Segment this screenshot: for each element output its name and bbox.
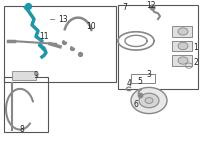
Text: 8: 8 [20,125,25,134]
Bar [118,5,198,89]
Circle shape [178,42,188,50]
Text: 7: 7 [122,3,127,12]
Circle shape [131,87,167,114]
Bar [172,41,192,51]
Text: 9: 9 [33,71,38,80]
Point [26,5,30,7]
Text: 13: 13 [58,15,68,24]
Bar [172,26,192,37]
Point [78,53,82,55]
Circle shape [178,28,188,35]
Text: 4: 4 [127,79,131,88]
Point [62,41,66,44]
Circle shape [139,93,159,108]
Point [70,47,74,49]
Point [72,44,76,46]
Text: 11: 11 [39,32,48,41]
Circle shape [178,57,188,64]
Point [150,6,154,8]
Point [138,94,141,97]
Bar [172,55,192,66]
Text: 6: 6 [134,100,138,109]
Text: 5: 5 [138,77,142,86]
Bar [131,74,155,83]
Text: 2: 2 [193,58,198,67]
Text: 10: 10 [86,22,96,31]
Bar [4,77,48,132]
Circle shape [145,98,153,103]
Point [64,38,68,41]
Bar [4,6,116,82]
Text: 12: 12 [146,1,156,10]
Bar [12,71,36,80]
Text: 1: 1 [193,43,198,52]
Text: 3: 3 [146,70,151,79]
